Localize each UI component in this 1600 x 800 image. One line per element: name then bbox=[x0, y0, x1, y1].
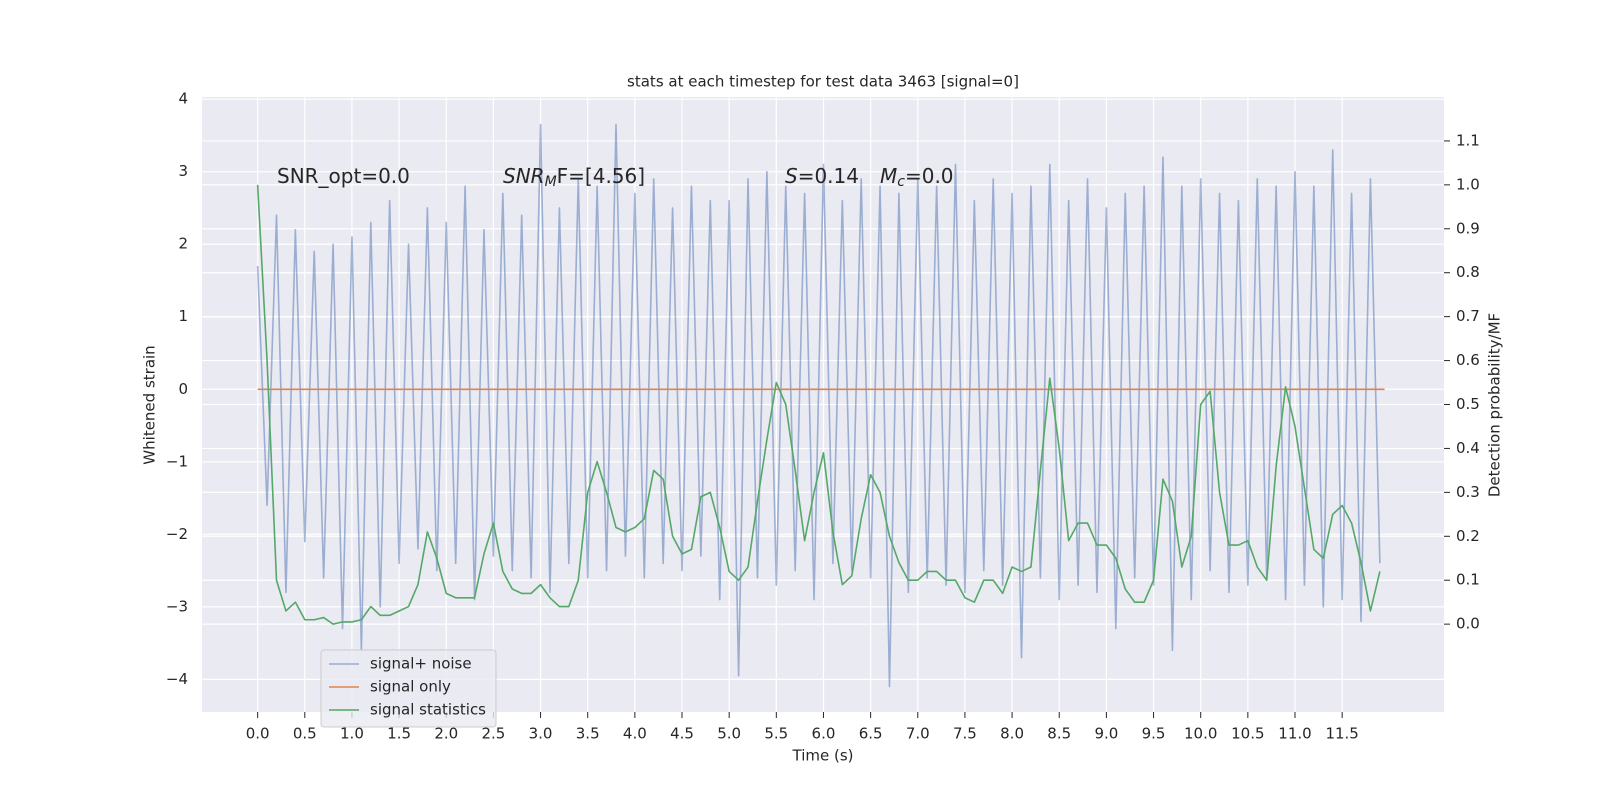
x-tick-label: 4.0 bbox=[623, 725, 647, 743]
y-tick-label: 3 bbox=[178, 162, 188, 180]
x-tick-label: 7.5 bbox=[953, 725, 977, 743]
annotation-part: S bbox=[785, 164, 798, 188]
x-tick-label: 4.5 bbox=[670, 725, 694, 743]
y-tick-label: 1 bbox=[178, 307, 188, 325]
y2-tick-label: 0.2 bbox=[1456, 527, 1480, 545]
labels: −4 −3 −2 −1 0 1 2 3 4 0.0 0.1 0.2 0.3 0.4 0.5 0.6 0.7 0.8… bbox=[166, 90, 1480, 743]
x-tick-label: 9.0 bbox=[1094, 725, 1118, 743]
y2-axis-label: Detection probability/MF bbox=[1486, 313, 1504, 497]
x-tick-label: 11.5 bbox=[1325, 725, 1358, 743]
x-tick-label: 5.5 bbox=[764, 725, 788, 743]
annotation: Mc=0.0 bbox=[880, 164, 954, 191]
x-tick-label: 11.0 bbox=[1278, 725, 1311, 743]
y-tick-label: −3 bbox=[166, 597, 188, 615]
y2-tick-label: 0.6 bbox=[1456, 351, 1480, 369]
y-tick-label: 2 bbox=[178, 235, 188, 253]
x-tick-label: 3.0 bbox=[529, 725, 553, 743]
legend-box bbox=[320, 649, 497, 728]
x-tick-label: 1.5 bbox=[387, 725, 411, 743]
x-tick-label: 10.0 bbox=[1184, 725, 1217, 743]
annotation: SNRMF=[4.56] bbox=[503, 164, 645, 191]
annotation-part: c bbox=[897, 174, 905, 190]
y2-tick-label: 0.4 bbox=[1456, 439, 1480, 457]
legend: signal+ noise signal only signal statistic… bbox=[320, 649, 497, 728]
x-tick-label: 2.0 bbox=[434, 725, 458, 743]
x-tick-label: 5.0 bbox=[717, 725, 741, 743]
annotation-part: =0.14 bbox=[798, 164, 859, 188]
x-tick-label: 7.0 bbox=[906, 725, 930, 743]
y-tick-label: 0 bbox=[178, 380, 188, 398]
y-tick-label: 4 bbox=[178, 90, 188, 108]
x-tick-label: 1.0 bbox=[340, 725, 364, 743]
x-tick-label: 2.5 bbox=[481, 725, 505, 743]
y2-tick-label: 1.1 bbox=[1456, 131, 1480, 149]
annotation-part: F=[4.56] bbox=[557, 164, 645, 188]
y2-tick-label: 1.0 bbox=[1456, 175, 1480, 193]
annotation-part: M bbox=[880, 164, 897, 188]
grid bbox=[202, 97, 1444, 712]
marks bbox=[256, 123, 1385, 688]
x-tick-label: 0.5 bbox=[293, 725, 317, 743]
y-axis-label: Whitened strain bbox=[141, 345, 159, 464]
y2-tick-label: 0.8 bbox=[1456, 263, 1480, 281]
series-line bbox=[256, 184, 1381, 625]
annotation-part: =0.0 bbox=[905, 164, 954, 188]
legend-label: signal+ noise bbox=[370, 655, 472, 673]
y-tick-label: −2 bbox=[166, 525, 188, 543]
legend-label: signal statistics bbox=[370, 701, 486, 719]
x-tick-label: 8.5 bbox=[1047, 725, 1071, 743]
y2-tick-label: 0.7 bbox=[1456, 307, 1480, 325]
x-axis-label: Time (s) bbox=[792, 747, 854, 765]
y2-tick-label: 0.5 bbox=[1456, 395, 1480, 413]
y2-tick-label: 0.9 bbox=[1456, 219, 1480, 237]
x-tick-label: 8.0 bbox=[1000, 725, 1024, 743]
annotation-part: M bbox=[545, 174, 557, 190]
y2-tick-label: 0.1 bbox=[1456, 571, 1480, 589]
annotation: S=0.14 bbox=[785, 164, 859, 188]
x-tick-label: 6.5 bbox=[859, 725, 883, 743]
y2-tick-label: 0.3 bbox=[1456, 483, 1480, 501]
annotation: SNR_opt=0.0 bbox=[277, 164, 410, 188]
y2-tick-label: 0.0 bbox=[1456, 615, 1480, 633]
x-tick-label: 6.0 bbox=[812, 725, 836, 743]
x-tick-label: 3.5 bbox=[576, 725, 600, 743]
y-tick-label: −4 bbox=[166, 670, 188, 688]
legend-label: signal only bbox=[370, 678, 451, 696]
annotation-part: SNR_opt=0.0 bbox=[277, 164, 410, 188]
chart-title: stats at each timestep for test data 346… bbox=[627, 73, 1019, 91]
x-tick-label: 9.5 bbox=[1142, 725, 1166, 743]
annotation-part: SNR bbox=[503, 164, 545, 188]
x-tick-label: 10.5 bbox=[1231, 725, 1264, 743]
y-tick-label: −1 bbox=[166, 452, 188, 470]
series-line bbox=[256, 123, 1381, 688]
x-tick-label: 0.0 bbox=[246, 725, 270, 743]
